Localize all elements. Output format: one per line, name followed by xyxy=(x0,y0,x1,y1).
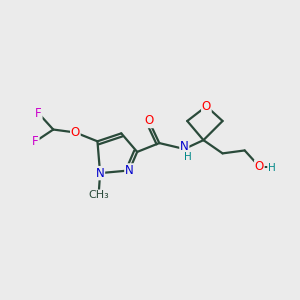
Text: F: F xyxy=(32,135,39,148)
Text: N: N xyxy=(180,140,189,153)
Text: F: F xyxy=(35,107,42,120)
Text: N: N xyxy=(125,164,134,177)
Text: O: O xyxy=(255,160,264,173)
Text: O: O xyxy=(71,126,80,139)
Text: O: O xyxy=(202,100,211,113)
Text: O: O xyxy=(144,115,154,128)
Text: N: N xyxy=(96,167,104,180)
Text: H: H xyxy=(268,163,276,173)
Text: CH₃: CH₃ xyxy=(88,190,109,200)
Text: H: H xyxy=(184,152,192,162)
